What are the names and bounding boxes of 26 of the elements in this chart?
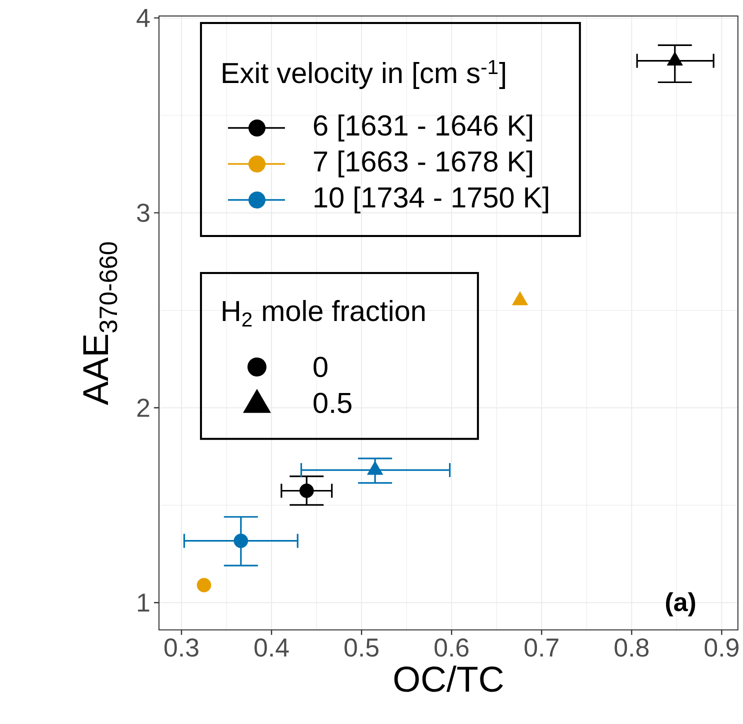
legend-label: 10 [1734 - 1750 K] bbox=[314, 186, 548, 214]
x-axis-title: OC/TC bbox=[394, 666, 503, 692]
point bbox=[299, 484, 314, 498]
y-tick-label: 3 bbox=[137, 204, 150, 222]
annotation: 0.5 bbox=[314, 392, 352, 414]
legend-label: 6 [1631 - 1646 K] bbox=[314, 114, 532, 142]
annotation: (a) bbox=[666, 592, 696, 616]
y-axis-title: AAE$_{370-660}$ bbox=[83, 242, 118, 406]
x-tick-label: 0.6 bbox=[434, 638, 468, 657]
y-tick-label: 1 bbox=[138, 594, 150, 612]
x-tick-label: 0.7 bbox=[524, 638, 558, 657]
annotation: H$_{2}$ mole fraction bbox=[222, 300, 425, 327]
annotation: 0 bbox=[314, 356, 328, 378]
x-tick-label: 0.4 bbox=[254, 638, 289, 657]
legend-title: Exit velocity in [cm s$^{-1}$] bbox=[222, 60, 505, 90]
point bbox=[512, 291, 528, 306]
y-tick-label: 4 bbox=[136, 9, 150, 27]
point bbox=[234, 534, 248, 548]
y-tick-label: 2 bbox=[137, 398, 150, 417]
point bbox=[196, 578, 212, 592]
point bbox=[666, 52, 683, 66]
legend-label: 7 [1663 - 1678 K] bbox=[314, 150, 532, 178]
x-tick-label: 0.3 bbox=[164, 638, 198, 657]
x-tick-label: 0.9 bbox=[704, 638, 738, 657]
x-tick-label: 0.8 bbox=[614, 638, 649, 657]
x-tick-label: 0.5 bbox=[344, 638, 378, 657]
